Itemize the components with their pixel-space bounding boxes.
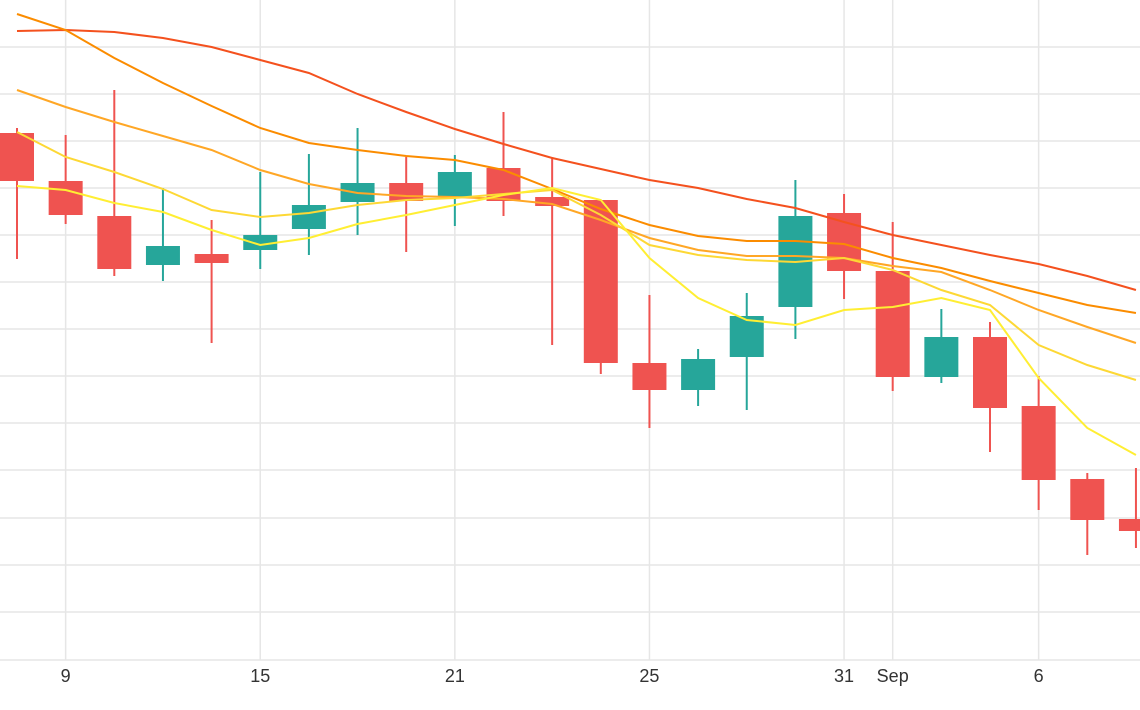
candle-body (729, 316, 764, 357)
candle-body (535, 197, 570, 206)
candle-body (291, 205, 326, 229)
candles (0, 90, 1140, 555)
candle-body (48, 181, 83, 215)
moving-average-line (16, 28, 1137, 291)
candle-body (389, 183, 424, 201)
x-tick-label: 21 (445, 666, 465, 686)
candle-body (583, 200, 618, 363)
x-tick-label: 31 (834, 666, 854, 686)
candle-body (1070, 479, 1105, 520)
candle-body (145, 246, 180, 265)
candle-body (924, 337, 959, 377)
x-tick-label: 25 (639, 666, 659, 686)
candle-body (875, 271, 910, 377)
candle-body (973, 337, 1007, 408)
candle-body (97, 216, 132, 269)
candle-body (632, 363, 667, 390)
candle-body (1118, 519, 1140, 531)
x-tick-label: Sep (877, 666, 909, 686)
candle-body (437, 172, 472, 197)
moving-average-line (16, 185, 1137, 456)
moving-average-line (16, 89, 1137, 344)
candle-body (243, 235, 278, 250)
moving-average-line (16, 131, 1137, 381)
x-tick-label: 15 (250, 666, 270, 686)
candle-body (486, 168, 521, 201)
x-tick-label: 9 (61, 666, 71, 686)
moving-average-line (16, 13, 1137, 314)
candle-body (681, 359, 716, 390)
candle-body (194, 254, 229, 263)
candle-body (1021, 406, 1056, 480)
candle-body (0, 133, 34, 181)
x-tick-label: 6 (1034, 666, 1044, 686)
